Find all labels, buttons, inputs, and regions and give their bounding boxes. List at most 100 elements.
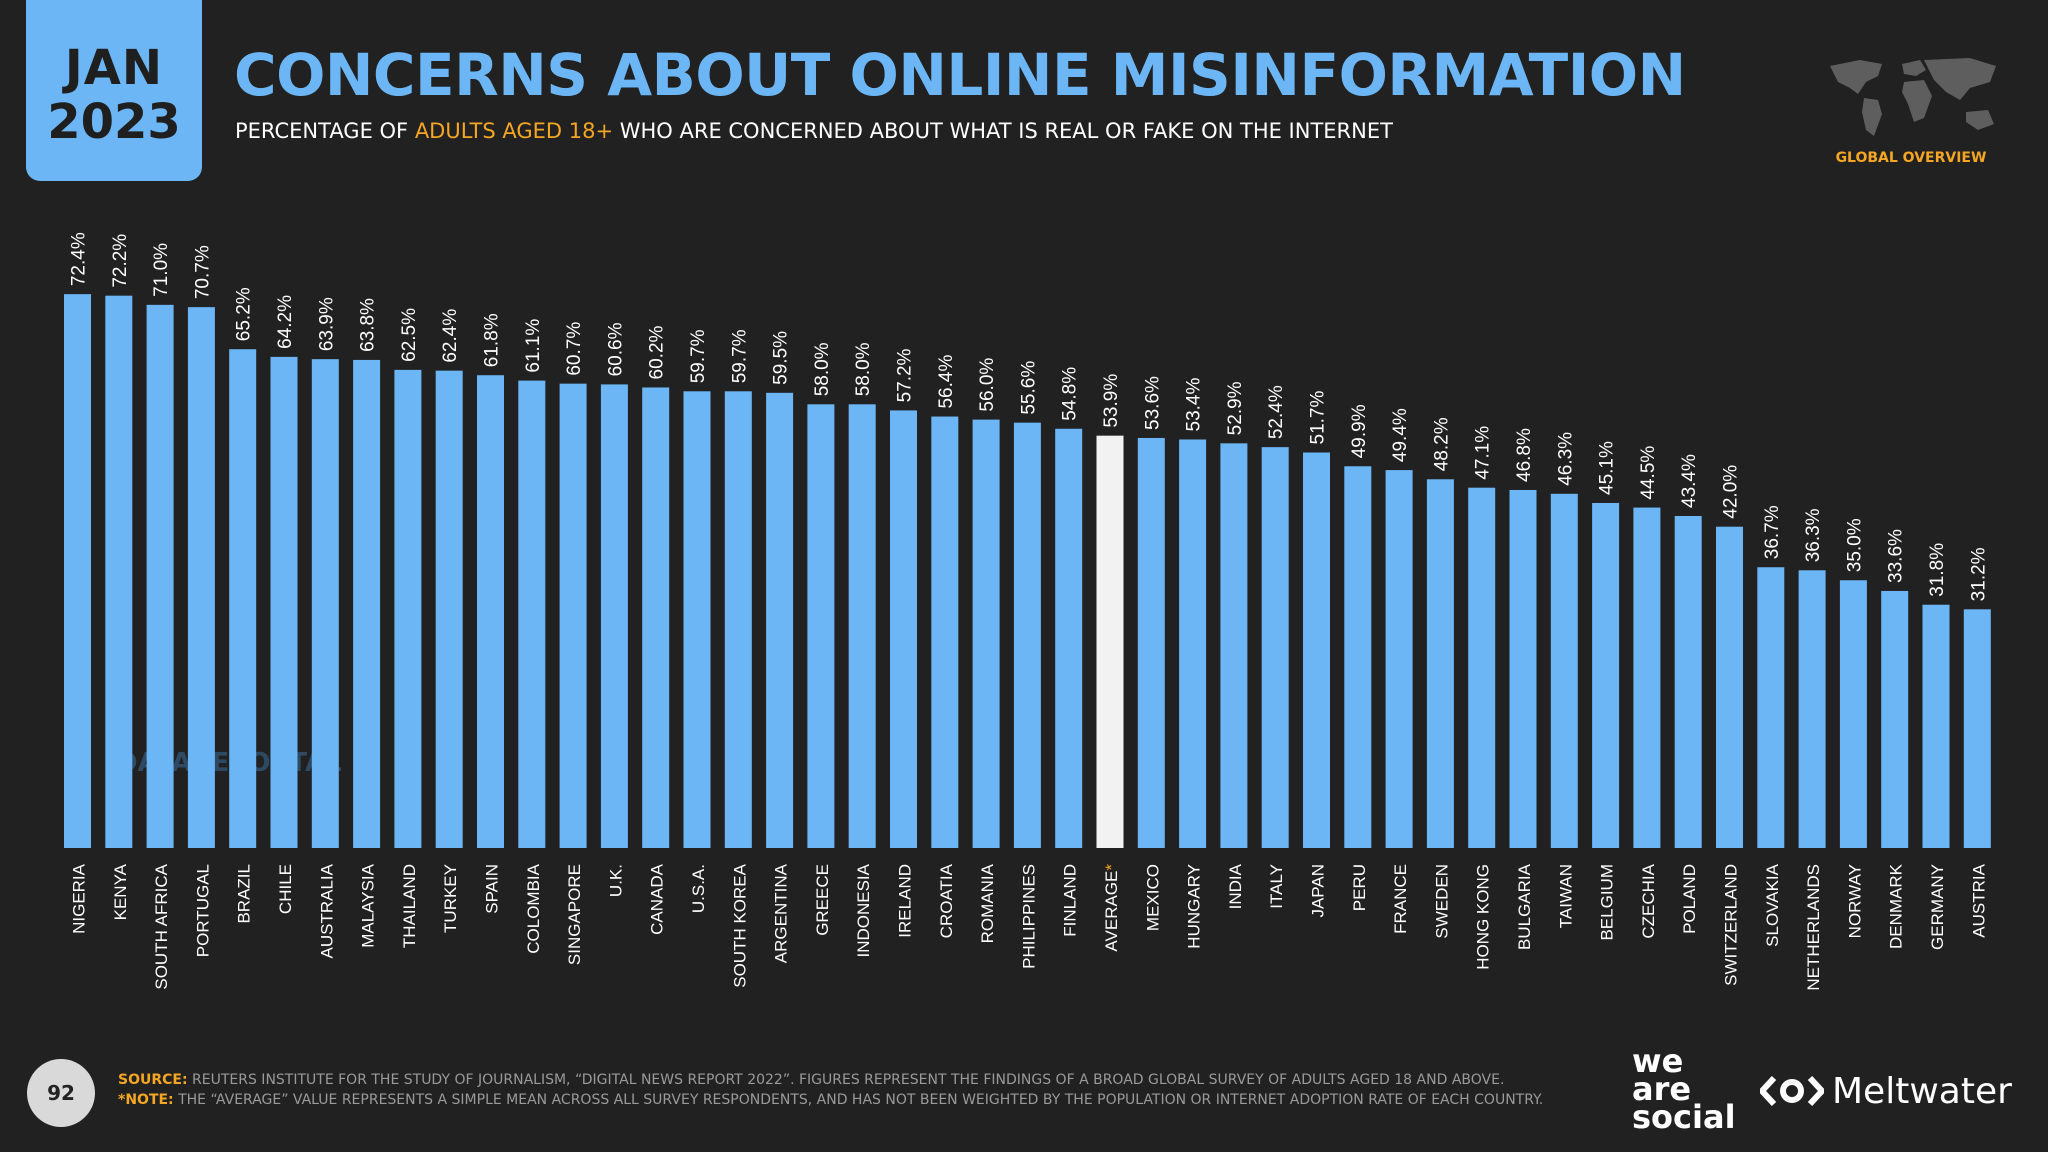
bar-hungary bbox=[1179, 439, 1207, 848]
value-label-bulgaria: 46.8% bbox=[1514, 428, 1535, 482]
value-label-turkey: 62.4% bbox=[440, 309, 461, 363]
category-label-ireland: IRELAND bbox=[896, 864, 915, 938]
value-label-peru: 49.9% bbox=[1349, 404, 1370, 458]
bar-bulgaria bbox=[1509, 489, 1537, 848]
bar-average bbox=[1096, 435, 1124, 848]
subtitle-highlight: ADULTS AGED 18+ bbox=[414, 119, 614, 143]
category-label-australia: AUSTRALIA bbox=[317, 863, 336, 958]
bar-japan bbox=[1303, 452, 1330, 848]
bar-taiwan bbox=[1550, 493, 1578, 848]
value-label-taiwan: 46.3% bbox=[1555, 432, 1576, 486]
value-label-portugal: 70.7% bbox=[192, 245, 213, 299]
brand-are: are bbox=[1632, 1070, 1692, 1108]
value-label-australia: 63.9% bbox=[316, 297, 337, 351]
note-label: *NOTE: bbox=[118, 1092, 174, 1108]
value-label-greece: 58.0% bbox=[812, 342, 833, 396]
value-label-colombia: 61.1% bbox=[523, 319, 544, 373]
bar-ireland bbox=[890, 410, 917, 848]
bar-nigeria bbox=[64, 294, 91, 848]
value-label-poland: 43.4% bbox=[1679, 454, 1700, 508]
value-label-belgium: 45.1% bbox=[1597, 441, 1618, 495]
bar-canada bbox=[642, 387, 670, 848]
bar-norway bbox=[1839, 580, 1867, 848]
category-label-greece: GREECE bbox=[813, 864, 832, 936]
bar-italy bbox=[1261, 447, 1289, 848]
category-label-south-africa: SOUTH AFRICA bbox=[152, 863, 171, 989]
source-label: SOURCE: bbox=[118, 1072, 188, 1088]
bar-philippines bbox=[1013, 422, 1041, 848]
category-label-denmark: DENMARK bbox=[1887, 863, 1906, 949]
category-label-turkey: TURKEY bbox=[441, 864, 460, 933]
category-label-colombia: COLOMBIA bbox=[524, 863, 543, 953]
meltwater-logo: Meltwater bbox=[1760, 1068, 2012, 1114]
category-label-u-k: U.K. bbox=[606, 864, 625, 897]
value-label-spain: 61.8% bbox=[482, 313, 503, 367]
value-label-switzerland: 42.0% bbox=[1721, 465, 1742, 519]
category-label-taiwan: TAIWAN bbox=[1556, 864, 1575, 928]
category-label-peru: PERU bbox=[1350, 864, 1369, 911]
category-label-hong-kong: HONG KONG bbox=[1474, 864, 1493, 970]
value-label-finland: 54.8% bbox=[1060, 367, 1081, 421]
category-label-portugal: PORTUGAL bbox=[193, 864, 212, 957]
value-label-brazil: 65.2% bbox=[234, 287, 255, 341]
bar-argentina bbox=[766, 392, 794, 848]
category-label-romania: ROMANIA bbox=[978, 863, 997, 943]
bar-australia bbox=[311, 359, 339, 848]
category-label-sweden: SWEDEN bbox=[1432, 864, 1451, 939]
bar-croatia bbox=[931, 416, 959, 848]
category-label-india: INDIA bbox=[1226, 863, 1245, 909]
bar-germany bbox=[1922, 604, 1950, 848]
bar-singapore bbox=[559, 383, 587, 848]
value-label-denmark: 33.6% bbox=[1886, 529, 1907, 583]
value-label-hong-kong: 47.1% bbox=[1473, 426, 1494, 480]
bar-portugal bbox=[187, 307, 215, 848]
brand-social: social bbox=[1632, 1098, 1736, 1136]
value-label-kenya: 72.2% bbox=[110, 234, 131, 288]
bar-greece bbox=[807, 404, 835, 848]
bar-mexico bbox=[1137, 437, 1165, 848]
value-label-norway: 35.0% bbox=[1844, 518, 1865, 572]
bar-sweden bbox=[1426, 479, 1454, 848]
bar-thailand bbox=[394, 369, 422, 848]
category-label-germany: GERMANY bbox=[1928, 864, 1947, 950]
section-label: GLOBAL OVERVIEW bbox=[1835, 150, 1987, 166]
bar-finland bbox=[1055, 428, 1083, 848]
bar-chile bbox=[270, 356, 298, 848]
brand-meltwater: Meltwater bbox=[1832, 1070, 2012, 1112]
category-label-brazil: BRAZIL bbox=[235, 864, 254, 924]
bar-denmark bbox=[1881, 590, 1909, 848]
category-label-south-korea: SOUTH KOREA bbox=[730, 863, 749, 987]
world-map-icon bbox=[1830, 58, 1996, 136]
date-month: JAN bbox=[64, 40, 164, 96]
bar-malaysia bbox=[353, 359, 381, 848]
bar-u-k bbox=[600, 384, 628, 848]
bar-peru bbox=[1344, 466, 1372, 848]
category-label-netherlands: NETHERLANDS bbox=[1804, 864, 1823, 991]
category-label-italy: ITALY bbox=[1267, 864, 1286, 909]
date-badge: JAN 2023 bbox=[26, 0, 202, 181]
value-label-canada: 60.2% bbox=[647, 325, 668, 379]
page-title: CONCERNS ABOUT ONLINE MISINFORMATION bbox=[234, 41, 1686, 109]
value-label-japan: 51.7% bbox=[1308, 391, 1329, 445]
category-label-belgium: BELGIUM bbox=[1598, 864, 1617, 941]
meltwater-logo-icon bbox=[1760, 1075, 1824, 1107]
source-notes: SOURCE: REUTERS INSTITUTE FOR THE STUDY … bbox=[118, 1070, 1558, 1110]
category-label-hungary: HUNGARY bbox=[1185, 864, 1204, 949]
bar-france bbox=[1385, 470, 1413, 848]
value-label-sweden: 48.2% bbox=[1431, 417, 1452, 471]
note-text: THE “AVERAGE” VALUE REPRESENTS A SIMPLE … bbox=[173, 1092, 1544, 1108]
bar-indonesia bbox=[848, 404, 876, 848]
category-label-czechia: CZECHIA bbox=[1639, 863, 1658, 938]
category-label-japan: JAPAN bbox=[1309, 864, 1328, 918]
value-label-argentina: 59.5% bbox=[771, 331, 792, 385]
category-label-malaysia: MALAYSIA bbox=[359, 863, 378, 947]
category-label-bulgaria: BULGARIA bbox=[1515, 863, 1534, 950]
page-number: 92 bbox=[27, 1059, 95, 1127]
brand-we: we bbox=[1632, 1042, 1684, 1080]
bar-poland bbox=[1674, 515, 1702, 848]
bar-india bbox=[1220, 443, 1248, 848]
category-label-thailand: THAILAND bbox=[400, 864, 419, 948]
bar-south-africa bbox=[146, 304, 174, 849]
category-label-switzerland: SWITZERLAND bbox=[1722, 864, 1741, 986]
